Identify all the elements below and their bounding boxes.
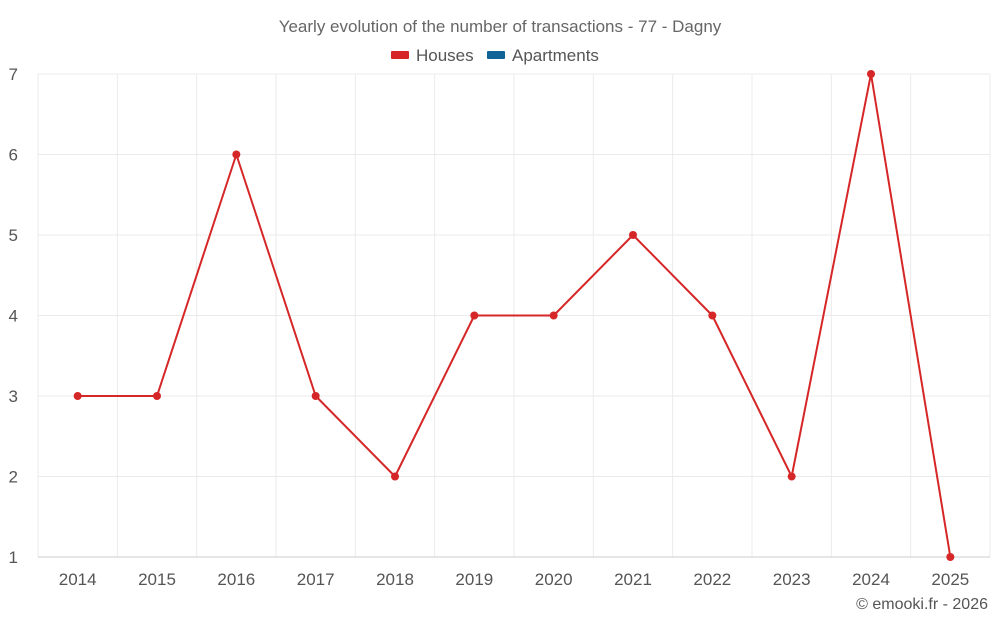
y-tick-label: 7 [9, 65, 18, 84]
y-tick-label: 1 [9, 548, 18, 567]
data-point-houses-2015[interactable] [153, 392, 161, 400]
series-line-houses [77, 73, 952, 558]
legend: Houses Apartments [391, 46, 599, 65]
x-tick-label: 2023 [773, 570, 811, 589]
y-tick-label: 5 [9, 226, 18, 245]
x-tick-label: 2024 [852, 570, 890, 589]
data-point-houses-2020[interactable] [549, 311, 558, 320]
x-tick-label: 2014 [59, 570, 97, 589]
x-axis-ticks: 2014 2015 2016 2017 2018 2019 2020 2021 2022 2023… [59, 570, 969, 589]
x-tick-label: 2015 [138, 570, 176, 589]
data-point-houses-2024[interactable] [867, 70, 875, 78]
x-tick-label: 2017 [297, 570, 335, 589]
y-tick-label: 2 [9, 468, 18, 487]
y-tick-label: 3 [9, 387, 18, 406]
legend-item-apartments[interactable]: Apartments [487, 46, 599, 65]
legend-label-houses: Houses [416, 46, 474, 65]
x-tick-label: 2019 [455, 570, 493, 589]
data-point-houses-2016[interactable] [232, 150, 241, 159]
data-point-houses-2017[interactable] [311, 392, 320, 400]
data-point-houses-2019[interactable] [470, 311, 479, 320]
legend-swatch-apartments [487, 51, 505, 59]
legend-item-houses[interactable]: Houses [391, 46, 474, 65]
series-houses [73, 70, 955, 561]
y-axis-ticks: 1 2 3 4 5 6 7 [9, 65, 18, 567]
credit-text: © emooki.fr - 2026 [856, 596, 988, 613]
data-point-houses-2022[interactable] [708, 311, 717, 320]
x-tick-label: 2018 [376, 570, 414, 589]
x-tick-label: 2025 [931, 570, 969, 589]
x-tick-label: 2021 [614, 570, 652, 589]
legend-label-apartments: Apartments [512, 46, 599, 65]
x-tick-label: 2016 [217, 570, 255, 589]
data-point-houses-2023[interactable] [787, 472, 796, 481]
chart-title: Yearly evolution of the number of transa… [279, 17, 722, 36]
y-tick-label: 6 [9, 146, 18, 165]
x-tick-label: 2022 [693, 570, 731, 589]
data-point-houses-2018[interactable] [391, 472, 399, 481]
x-tick-label: 2020 [535, 570, 573, 589]
data-point-houses-2025[interactable] [946, 553, 955, 561]
data-point-houses-2021[interactable] [629, 231, 637, 239]
legend-swatch-houses [391, 51, 409, 59]
data-point-houses-2014[interactable] [73, 392, 82, 400]
y-tick-label: 4 [9, 307, 18, 326]
